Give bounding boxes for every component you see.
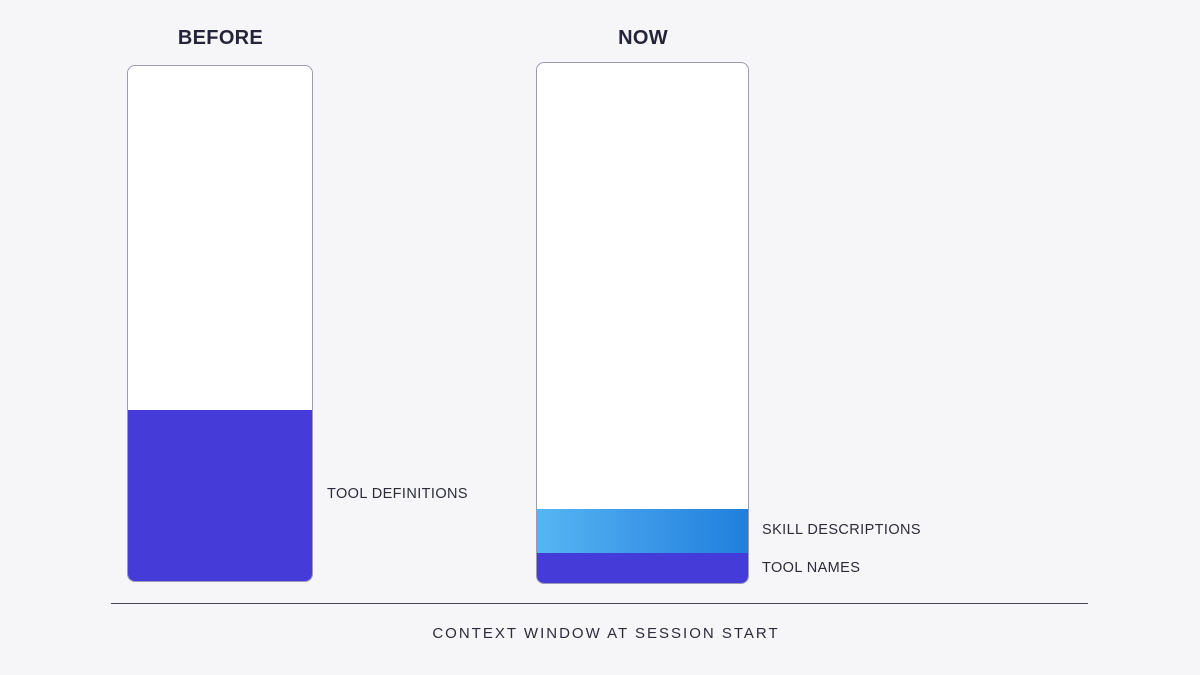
diagram-caption: CONTEXT WINDOW AT SESSION START	[432, 625, 780, 642]
before-context-window	[127, 65, 313, 582]
skill-descriptions-segment	[537, 509, 748, 553]
baseline-divider	[111, 603, 1088, 604]
tool-definitions-label: TOOL DEFINITIONS	[327, 486, 468, 502]
now-title: NOW	[618, 27, 668, 49]
skill-descriptions-label: SKILL DESCRIPTIONS	[762, 522, 921, 538]
before-title: BEFORE	[177, 27, 264, 49]
tool-definitions-segment	[128, 410, 312, 581]
tool-names-segment	[537, 553, 748, 583]
tool-names-label: TOOL NAMES	[762, 560, 861, 576]
now-context-window	[536, 62, 749, 584]
